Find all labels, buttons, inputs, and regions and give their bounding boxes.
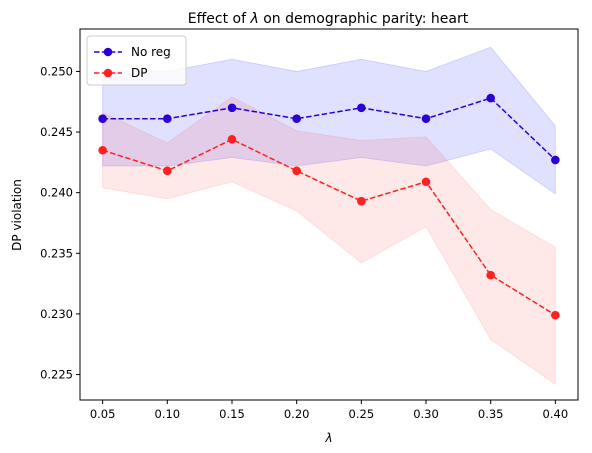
point-series-1 [98, 145, 107, 155]
confidence-bands [102, 46, 556, 386]
point-series-1 [227, 135, 237, 144]
x-axis-ticks: 0.05 0.10 0.15 0.20 0.25 0.30 0.35 0.40 [90, 400, 568, 421]
x-tick-label: 0.25 [349, 407, 375, 421]
y-tick-label: 0.235 [40, 246, 73, 260]
x-tick-label: 0.20 [284, 407, 310, 421]
legend-marker-1 [103, 68, 113, 78]
point-series-0 [357, 103, 366, 113]
legend-marker-0 [103, 47, 113, 57]
y-axis-label: DP violation [10, 179, 24, 251]
point-series-1 [357, 196, 366, 206]
y-tick-label: 0.240 [40, 186, 73, 200]
chart-title: Effect of λ on demographic parity: heart [188, 11, 469, 27]
x-tick-label: 0.15 [219, 407, 245, 421]
x-tick-label: 0.40 [543, 407, 569, 421]
y-tick-label: 0.250 [40, 64, 73, 78]
point-series-0 [421, 114, 431, 124]
x-axis-label: λ [324, 431, 332, 445]
band-series-0 [102, 46, 556, 195]
point-series-1 [292, 166, 301, 176]
point-series-0 [486, 93, 495, 103]
point-series-1 [551, 310, 560, 320]
y-tick-label: 0.225 [40, 368, 73, 382]
y-tick-label: 0.230 [40, 307, 73, 321]
legend: No reg DP [86, 35, 187, 86]
band-series-1 [102, 96, 556, 386]
point-series-1 [421, 177, 431, 187]
x-tick-label: 0.30 [413, 407, 439, 421]
point-series-0 [227, 103, 237, 113]
point-series-0 [292, 114, 301, 124]
line-series-0 [102, 97, 556, 161]
point-series-0 [98, 114, 107, 124]
legend-label-0: No reg [131, 45, 171, 59]
plot-frame [79, 28, 579, 401]
series-lines [102, 97, 556, 316]
x-tick-label: 0.35 [478, 407, 504, 421]
x-tick-label: 0.05 [90, 407, 116, 421]
y-axis-ticks: 0.225 0.230 0.235 0.240 0.245 0.250 [40, 64, 80, 382]
line-series-1 [102, 138, 556, 316]
point-series-1 [486, 270, 495, 280]
y-tick-label: 0.245 [40, 125, 73, 139]
series-points [98, 93, 560, 320]
legend-label-1: DP [131, 66, 147, 80]
x-tick-label: 0.10 [155, 407, 181, 421]
point-series-0 [163, 114, 172, 124]
point-series-0 [551, 155, 560, 165]
point-series-1 [163, 166, 172, 176]
